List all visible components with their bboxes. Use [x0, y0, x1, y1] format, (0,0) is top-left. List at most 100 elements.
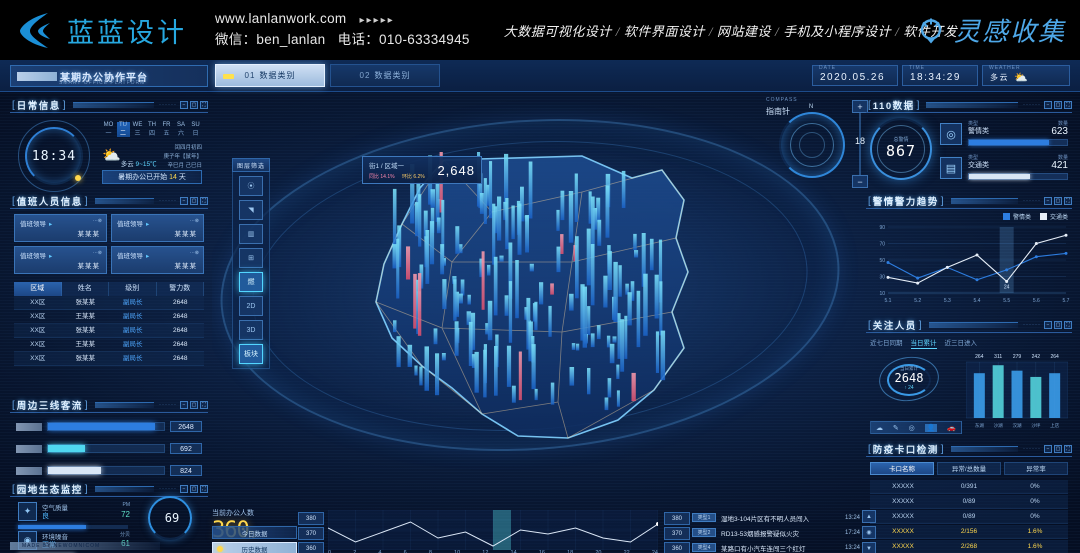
leader-card-2[interactable]: 值班领导 ▸ ···⊗ 某某某	[14, 246, 107, 274]
alert-row-0[interactable]: 类型1 湿地3-104片区有不明人员闯入 13:24	[692, 510, 860, 525]
minimize-icon[interactable]: −	[180, 101, 188, 109]
website-url[interactable]: www.lanlanwork.com	[215, 11, 347, 27]
layer-filter-buttons[interactable]: ⦿ ◥ ▥ ⊞ 燃 2D 3D 板块	[232, 172, 270, 369]
close-icon[interactable]: ···⊗	[189, 218, 199, 224]
table-row[interactable]: XX区 王某某 副局长 2648	[14, 310, 204, 324]
grid-icon[interactable]: ⊞	[239, 248, 263, 268]
maximize-icon[interactable]: ▢	[1054, 445, 1062, 453]
zoom-in-button[interactable]: +	[852, 100, 868, 113]
expand-icon[interactable]: ⛶	[1064, 197, 1072, 205]
zoom-out-button[interactable]: −	[852, 175, 868, 188]
alert-scroll-up-icon[interactable]: ▲	[862, 510, 876, 523]
panel-buttons[interactable]: − ▢ ⛶	[180, 401, 208, 409]
focus-tab-2[interactable]: 近三日进入	[944, 340, 978, 347]
leader-cards[interactable]: 值班领导 ▸ ···⊗ 某某某 值班领导 ▸ ···⊗ 某某某 值班领导 ▸ ···⊗…	[14, 214, 204, 274]
minimize-icon[interactable]: −	[1044, 445, 1052, 453]
expand-icon[interactable]: ⛶	[1064, 101, 1072, 109]
week-day-2[interactable]: WE 三	[131, 122, 144, 137]
today-data-button[interactable]: 今日数据	[212, 526, 297, 539]
expand-icon[interactable]: ⛶	[200, 197, 208, 205]
table-row[interactable]: XXXXX 2/268 1.6%	[870, 540, 1068, 553]
minimize-icon[interactable]: −	[1044, 101, 1052, 109]
maximize-icon[interactable]: ▢	[1054, 197, 1062, 205]
maximize-icon[interactable]: ▢	[190, 485, 198, 493]
alert-pause-icon[interactable]: ◉	[862, 526, 876, 539]
week-day-6[interactable]: SU 日	[189, 122, 202, 137]
panel-buttons[interactable]: − ▢ ⛶	[1044, 197, 1072, 205]
panel-buttons[interactable]: − ▢ ⛶	[180, 485, 208, 493]
close-icon[interactable]: ···⊗	[92, 218, 102, 224]
table-row[interactable]: XX区 张某某 副局长 2648	[14, 296, 204, 310]
edit-icon[interactable]: ✎	[892, 424, 899, 432]
alert-row-1[interactable]: 类型2 RD13-53烟感报警疑似火灾 17:24	[692, 525, 860, 540]
panel-buttons[interactable]: − ▢ ⛶	[1044, 101, 1072, 109]
close-icon[interactable]: ···⊗	[189, 250, 199, 256]
minimize-icon[interactable]: −	[180, 197, 188, 205]
week-day-4[interactable]: FR 五	[160, 122, 173, 137]
focus-tab-1[interactable]: 当日累计	[910, 337, 937, 349]
table-row[interactable]: XXXXX 0/89 0%	[870, 510, 1068, 524]
target-icon[interactable]: ◎	[908, 424, 915, 432]
maximize-icon[interactable]: ▢	[190, 197, 198, 205]
tab-1[interactable]: 01 数据类别	[215, 64, 325, 87]
minimize-icon[interactable]: −	[180, 401, 188, 409]
alert-list[interactable]: 类型1 湿地3-104片区有不明人员闯入 13:24 类型2 RD13-53烟感…	[692, 510, 860, 553]
view-3d[interactable]: 3D	[239, 320, 263, 340]
signal-icon[interactable]: ◥	[239, 200, 263, 220]
alert-row-2[interactable]: 类型4 某路口有小汽车连闯三个红灯 13:24	[692, 540, 860, 553]
expand-icon[interactable]: ⛶	[200, 101, 208, 109]
week-day-0[interactable]: MO 一	[102, 122, 115, 137]
minimize-icon[interactable]: −	[180, 485, 188, 493]
maximize-icon[interactable]: ▢	[190, 101, 198, 109]
alert-nav[interactable]: ▲ ◉ ▼	[862, 510, 876, 553]
map-area[interactable]: 图层筛选 ⦿ ◥ ▥ ⊞ 燃 2D 3D 板块 街1 / 区域一 2,648 同比 14.1%…	[212, 94, 862, 504]
week-day-3[interactable]: TH 四	[146, 122, 159, 137]
maximize-icon[interactable]: ▢	[1054, 101, 1062, 109]
leader-card-0[interactable]: 值班领导 ▸ ···⊗ 某某某	[14, 214, 107, 242]
leader-card-1[interactable]: 值班领导 ▸ ···⊗ 某某某	[111, 214, 204, 242]
location-icon[interactable]: ⦿	[239, 176, 263, 196]
maximize-icon[interactable]: ▢	[1054, 321, 1062, 329]
building-icon[interactable]: ▥	[239, 224, 263, 244]
heat-icon[interactable]: 燃	[239, 272, 263, 292]
block-view[interactable]: 板块	[239, 344, 263, 364]
close-icon[interactable]: ···⊗	[92, 250, 102, 256]
table-row[interactable]: XX区 张某某 副局长 2648	[14, 324, 204, 338]
history-data-button[interactable]: 历史数据	[212, 542, 297, 553]
maximize-icon[interactable]: ▢	[190, 401, 198, 409]
map-landmass[interactable]	[332, 152, 732, 462]
focus-icon-bar[interactable]: ☁ ✎ ◎ 👤 🚗	[870, 421, 962, 434]
week-row[interactable]: MO 一 TU 二 WE 三 TH 四 FR 五 SA 六 SU 日	[102, 122, 202, 137]
leader-card-3[interactable]: 值班领导 ▸ ···⊗ 某某某	[111, 246, 204, 274]
focus-tabs[interactable]: 近七日同期 当日累计 近三日进入	[870, 337, 977, 349]
compass-disc[interactable]	[779, 112, 845, 178]
panel-buttons[interactable]: − ▢ ⛶	[1044, 321, 1072, 329]
cloud-icon[interactable]: ☁	[875, 424, 883, 432]
person-icon[interactable]: 👤	[924, 423, 938, 432]
compass-widget[interactable]: COMPASS 指南针 N	[766, 97, 856, 190]
expand-icon[interactable]: ⛶	[1064, 445, 1072, 453]
alert-scroll-down-icon[interactable]: ▼	[862, 542, 876, 553]
expand-icon[interactable]: ⛶	[1064, 321, 1072, 329]
panel-buttons[interactable]: − ▢ ⛶	[180, 197, 208, 205]
expand-icon[interactable]: ⛶	[200, 485, 208, 493]
minimize-icon[interactable]: −	[1044, 321, 1052, 329]
car-icon[interactable]: 🚗	[947, 424, 956, 432]
minimize-icon[interactable]: −	[1044, 197, 1052, 205]
expand-icon[interactable]: ⛶	[200, 401, 208, 409]
panel-buttons[interactable]: − ▢ ⛶	[1044, 445, 1072, 453]
week-day-5[interactable]: SA 六	[175, 122, 188, 137]
table-row[interactable]: XX区 张某某 副局长 2648	[14, 352, 204, 366]
table-row[interactable]: XXXXX 2/156 1.6%	[870, 525, 1068, 539]
table-row[interactable]: XXXXX 0/89 0%	[870, 495, 1068, 509]
layer-filter-panel[interactable]: 图层筛选 ⦿ ◥ ▥ ⊞ 燃 2D 3D 板块	[232, 158, 270, 369]
tab-2[interactable]: 02 数据类别	[330, 64, 440, 87]
table-row[interactable]: XX区 王某某 副局长 2648	[14, 338, 204, 352]
view-2d[interactable]: 2D	[239, 296, 263, 316]
panel-buttons[interactable]: − ▢ ⛶	[180, 101, 208, 109]
focus-tab-0[interactable]: 近七日同期	[870, 340, 903, 347]
table-row[interactable]: XXXXX 0/391 0%	[870, 480, 1068, 494]
zoom-track[interactable]	[859, 113, 861, 175]
week-day-1[interactable]: TU 二	[116, 122, 130, 137]
map-zoom-control[interactable]: + 18 −	[852, 100, 868, 188]
